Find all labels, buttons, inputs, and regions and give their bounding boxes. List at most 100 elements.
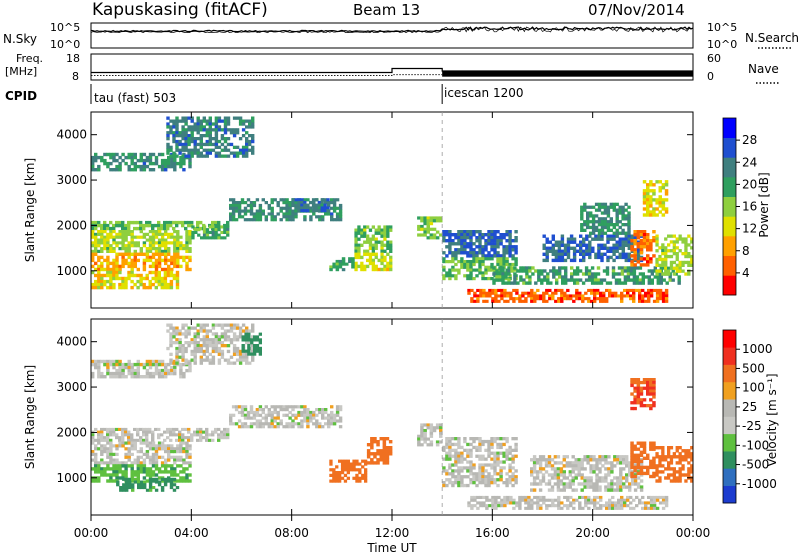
data-cell-region-6 <box>124 279 128 284</box>
data-cell-region-3 <box>240 198 245 202</box>
data-cell-region-10 <box>448 463 452 467</box>
data-cell-region-11 <box>530 473 534 477</box>
data-cell-region-10 <box>451 437 455 441</box>
data-cell-region-4 <box>173 241 177 245</box>
data-cell-region-17 <box>482 288 486 292</box>
data-cell-region-4 <box>170 241 174 245</box>
data-cell-region-1 <box>181 137 185 141</box>
data-cell-region-3 <box>312 206 316 210</box>
data-cell-region-11 <box>547 473 552 477</box>
data-cell-region-15 <box>600 246 604 250</box>
data-cell-region-5 <box>154 264 159 269</box>
data-cell-region-11 <box>544 470 549 474</box>
data-cell-region-14 <box>687 467 691 471</box>
data-cell-region-15 <box>572 258 577 263</box>
data-cell-region-7 <box>361 459 365 463</box>
data-cell-region-19 <box>687 272 691 276</box>
power-colorbar-label-5: 24 <box>742 155 757 169</box>
data-cell-region-7 <box>361 473 365 477</box>
data-cell-region-15 <box>554 252 559 256</box>
data-cell-region-1 <box>181 344 185 348</box>
data-cell-region-1 <box>193 326 197 330</box>
data-cell-region-17 <box>655 294 660 298</box>
data-cell-region-12 <box>530 504 534 508</box>
data-cell-region-17 <box>647 291 651 295</box>
data-cell-region-15 <box>639 386 644 390</box>
data-cell-region-0 <box>115 168 119 172</box>
data-cell-region-20 <box>597 228 602 232</box>
data-cell-region-12 <box>617 504 621 508</box>
data-cell-region-9 <box>354 261 358 266</box>
data-cell-region-1 <box>238 358 243 362</box>
data-cell-region-14 <box>669 473 674 477</box>
data-cell-region-7 <box>202 230 207 234</box>
data-cell-region-1 <box>232 361 237 365</box>
data-cell-region-5 <box>170 464 174 468</box>
data-cell-region-15 <box>560 258 565 263</box>
data-cell-region-0 <box>91 359 95 364</box>
data-cell-region-9 <box>420 437 424 441</box>
data-cell-region-15 <box>649 380 653 385</box>
data-cell-region-10 <box>457 481 461 485</box>
data-cell-region-11 <box>610 479 614 483</box>
data-cell-region-8 <box>382 437 387 441</box>
data-cell-region-19 <box>675 254 679 259</box>
data-cell-region-14 <box>478 268 482 272</box>
data-cell-region-15 <box>600 258 604 263</box>
data-cell-region-5 <box>136 252 140 256</box>
data-cell-region-16 <box>590 275 595 279</box>
data-cell-region-3 <box>264 218 268 222</box>
data-cell-region-14 <box>496 262 500 267</box>
data-cell-region-4 <box>148 447 153 451</box>
data-cell-region-8 <box>388 446 393 450</box>
data-cell-region-14 <box>678 455 682 459</box>
data-cell-region-4 <box>185 244 189 248</box>
data-cell-region-15 <box>609 255 613 260</box>
data-cell-region-2 <box>157 226 161 231</box>
data-cell-region-6 <box>160 477 165 481</box>
data-cell-region-1 <box>208 338 212 342</box>
data-cell-region-2 <box>202 436 206 440</box>
data-cell-region-16 <box>528 281 532 285</box>
data-cell-region-17 <box>581 294 585 298</box>
data-cell-region-2 <box>211 438 215 442</box>
data-cell-region-4 <box>157 249 162 253</box>
data-cell-region-20 <box>624 223 628 227</box>
data-cell-region-1 <box>211 349 216 354</box>
data-cell-region-4 <box>179 444 183 448</box>
data-cell-region-14 <box>472 257 476 261</box>
data-cell-region-10 <box>469 442 473 447</box>
data-cell-region-0 <box>130 365 134 370</box>
data-cell-region-2 <box>145 436 149 440</box>
data-cell-region-1 <box>235 151 240 155</box>
data-cell-region-2 <box>106 430 110 434</box>
data-cell-region-10 <box>493 478 497 482</box>
data-cell-region-13 <box>633 468 637 473</box>
data-cell-region-16 <box>575 272 580 276</box>
data-cell-region-13 <box>502 248 506 252</box>
data-cell-region-15 <box>609 237 613 241</box>
velocity-data-cells <box>91 323 694 510</box>
data-cell-region-15 <box>621 237 625 241</box>
data-cell-region-4 <box>127 447 131 451</box>
data-cell-region-8 <box>380 249 384 253</box>
data-cell-region-11 <box>625 461 629 465</box>
beam-title: Beam 13 <box>353 1 420 19</box>
data-cell-region-2 <box>133 226 137 231</box>
data-cell-region-3 <box>246 218 251 222</box>
data-cell-region-3 <box>294 416 298 420</box>
data-cell-region-4 <box>160 238 165 242</box>
data-cell-region-11 <box>294 198 298 202</box>
data-cell-region-2 <box>100 427 104 431</box>
data-cell-region-14 <box>457 271 461 275</box>
data-cell-region-1 <box>184 119 188 123</box>
data-cell-region-5 <box>127 252 131 256</box>
data-cell-region-18 <box>630 254 634 258</box>
data-cell-region-5 <box>100 264 104 269</box>
data-cell-region-15 <box>572 249 577 253</box>
data-cell-region-0 <box>100 375 104 379</box>
data-cell-region-14 <box>499 262 503 267</box>
data-cell-region-3 <box>288 405 292 409</box>
data-cell-region-17 <box>545 288 549 292</box>
data-cell-region-14 <box>499 260 503 264</box>
